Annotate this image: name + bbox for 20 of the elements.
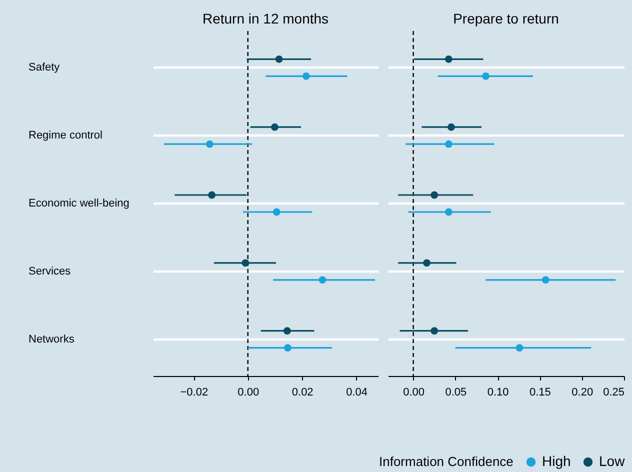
y-tick-label: Economic well-being	[28, 198, 130, 210]
x-tick-label: 0.20	[572, 386, 594, 398]
y-tick-label: Regime control	[28, 130, 102, 142]
legend-title: Information Confidence	[379, 454, 514, 469]
x-tick-label: 0.04	[346, 386, 368, 398]
x-tick-label: 0.00	[238, 386, 260, 398]
chart-title: Prepare to return	[453, 10, 559, 26]
x-tick-label: −0.02	[180, 386, 208, 398]
x-tick-label: 0.00	[403, 386, 424, 398]
x-tick-label: 0.25	[603, 386, 624, 398]
chart-title: Return in 12 months	[202, 10, 329, 26]
x-tick-label: 0.15	[530, 386, 551, 398]
x-tick-label: 0.10	[487, 386, 509, 398]
legend-label: Low	[599, 453, 626, 469]
y-tick-label: Networks	[28, 333, 75, 346]
x-tick-label: 0.05	[445, 386, 467, 398]
legend-label: High	[542, 453, 571, 469]
y-tick-label: Services	[28, 265, 72, 278]
x-tick-label: 0.02	[292, 386, 314, 398]
y-tick-label: Safety	[28, 62, 60, 74]
